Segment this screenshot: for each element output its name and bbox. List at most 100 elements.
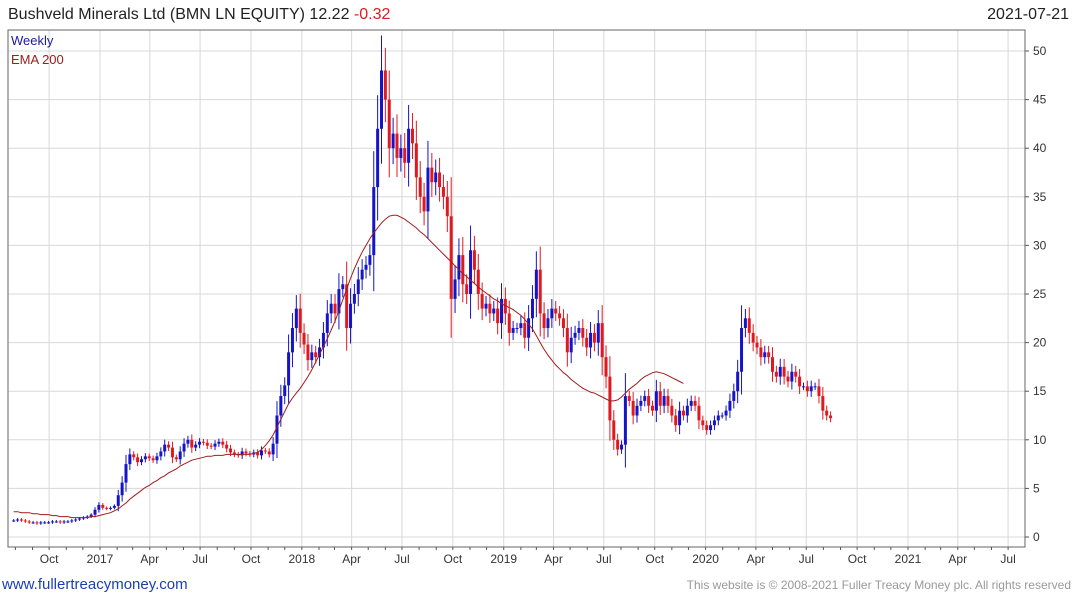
candle-body — [124, 464, 128, 483]
candle-body — [368, 255, 372, 265]
candle-body — [221, 441, 225, 445]
candle-body — [310, 352, 314, 361]
candle-body — [54, 521, 58, 523]
candle-body — [190, 439, 194, 448]
candle-body — [167, 444, 171, 448]
ema-200-line — [13, 214, 684, 519]
candle-body — [546, 318, 550, 329]
candle-body — [612, 420, 616, 440]
candle-body — [360, 269, 364, 280]
candle-body — [712, 420, 716, 426]
candle-body — [500, 298, 504, 324]
candle-body — [728, 400, 732, 411]
candle-body — [109, 507, 113, 509]
candle-body — [515, 328, 519, 330]
candle-body — [558, 313, 562, 319]
candle-body — [70, 520, 74, 522]
candle-body — [209, 445, 213, 447]
x-tick-label: 2020 — [692, 552, 719, 566]
candle-body — [229, 448, 233, 453]
y-tick-label: 0 — [1033, 530, 1040, 544]
candle-body — [565, 328, 569, 353]
y-tick-label: 20 — [1033, 336, 1047, 350]
candle-body — [589, 332, 593, 348]
candle-body — [767, 352, 771, 358]
candle-body — [35, 522, 39, 524]
y-tick-label: 25 — [1033, 287, 1047, 301]
candle-body — [380, 70, 384, 129]
candle-body — [774, 371, 778, 377]
candle-body — [650, 405, 654, 411]
y-tick-label: 35 — [1033, 190, 1047, 204]
candle-body — [399, 148, 403, 158]
candle-body — [542, 313, 546, 329]
candle-body — [410, 128, 414, 144]
x-tick-label: Apr — [544, 552, 563, 566]
candle-body — [786, 376, 790, 382]
candle-body — [356, 279, 360, 294]
x-tick-label: 2019 — [490, 552, 517, 566]
candle-body — [422, 196, 426, 212]
candle-body — [128, 454, 132, 465]
x-tick-label: 2017 — [87, 552, 114, 566]
candle-body — [681, 410, 685, 416]
candle-body — [136, 457, 140, 463]
candle-body — [527, 318, 531, 338]
candle-body — [476, 269, 480, 294]
candle-body — [743, 318, 747, 329]
candle-body — [472, 250, 476, 270]
candle-body — [418, 177, 422, 197]
candle-body — [27, 521, 31, 523]
candle-body — [329, 303, 333, 314]
candle-body — [279, 396, 283, 416]
candle-body — [225, 444, 229, 449]
x-tick-label: Jul — [192, 552, 207, 566]
candle-body — [507, 313, 511, 333]
y-tick-label: 45 — [1033, 93, 1047, 107]
candle-body — [39, 522, 43, 524]
candle-body — [631, 400, 635, 416]
candle-body — [441, 187, 445, 197]
candle-body — [809, 386, 813, 392]
candle-body — [341, 284, 345, 290]
candle-body — [302, 332, 306, 345]
candle-body — [457, 255, 461, 280]
candle-body — [66, 521, 70, 523]
candle-body — [608, 376, 612, 421]
candle-body — [600, 323, 604, 358]
candle-body — [364, 264, 368, 270]
candle-body — [449, 216, 453, 299]
candle-body — [89, 514, 93, 517]
candle-body — [391, 133, 395, 149]
candle-body — [147, 456, 151, 459]
candle-body — [372, 187, 376, 256]
candle-body — [31, 522, 35, 524]
candle-body — [16, 519, 20, 521]
candle-body — [623, 396, 627, 445]
candle-body — [283, 385, 287, 397]
candle-body — [511, 328, 515, 333]
candle-body — [755, 342, 759, 348]
candle-body — [720, 415, 724, 417]
candle-body — [132, 454, 136, 458]
candle-body — [267, 451, 271, 455]
candle-body — [170, 447, 174, 458]
candle-body — [492, 308, 496, 314]
candle-body — [321, 332, 325, 348]
candle-body — [198, 441, 202, 445]
candle-body — [829, 415, 833, 419]
candle-body — [232, 452, 236, 455]
candle-body — [453, 279, 457, 299]
candle-body — [112, 505, 116, 508]
candle-body — [821, 396, 825, 411]
x-tick-label: 2018 — [289, 552, 316, 566]
site-link[interactable]: www.fullertreacymoney.com — [2, 576, 188, 593]
candle-body — [488, 303, 492, 314]
candle-body — [205, 442, 209, 446]
candle-body — [693, 400, 697, 406]
candle-body — [534, 269, 538, 299]
candle-body — [519, 323, 523, 329]
candle-body — [387, 99, 391, 149]
candle-body — [689, 400, 693, 406]
candle-body — [620, 444, 624, 450]
